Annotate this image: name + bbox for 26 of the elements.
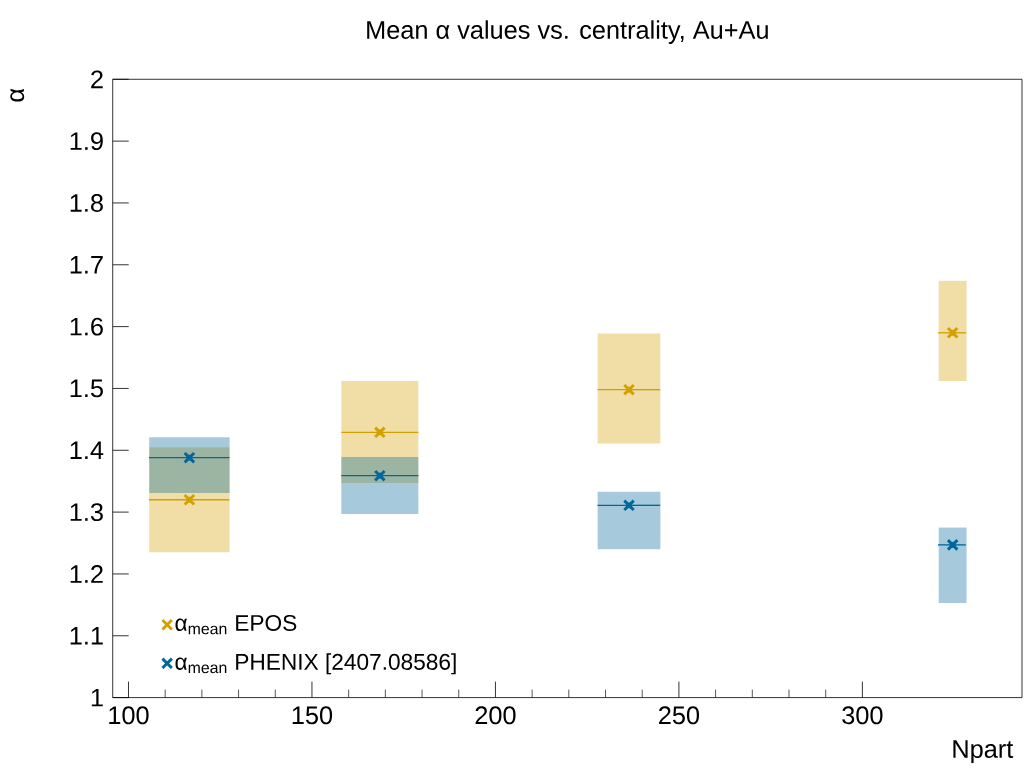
x-tick-label: 250 <box>659 706 700 725</box>
y-tick-label: 1.5 <box>70 379 103 398</box>
x-axis-title: Npart <box>953 740 1014 763</box>
point <box>373 426 387 439</box>
y-tick-label: 1.7 <box>70 256 103 274</box>
point <box>622 383 636 396</box>
y-tick-label: 1.2 <box>70 565 103 583</box>
y-tick-label: 2 <box>91 70 103 89</box>
y-tick-label: 1 <box>91 688 103 707</box>
y-axis-title: α <box>10 88 25 102</box>
x-tick-label: 150 <box>292 706 333 725</box>
point <box>946 538 959 552</box>
legend-label: α$_{mean}$ EPOS <box>175 614 297 635</box>
y-tick-label: 1.4 <box>70 441 104 459</box>
y-tick-label: 1.6 <box>70 317 103 336</box>
y-tick-label: 1.1 <box>70 627 103 645</box>
y-tick-label: 1.9 <box>70 132 103 151</box>
legend-label: α$_{mean}$ PHENIX [2407.08586] <box>175 653 456 675</box>
point <box>373 469 387 482</box>
chart-title: Mean α values vs. centrality, Au+Au <box>367 20 768 44</box>
x-tick-label: 200 <box>475 706 516 725</box>
x-tick-label: 300 <box>842 706 883 725</box>
y-tick-label: 1.8 <box>70 193 103 212</box>
point <box>622 499 636 512</box>
x-tick-label: 100 <box>109 706 149 725</box>
y-tick-label: 1.3 <box>70 503 103 522</box>
